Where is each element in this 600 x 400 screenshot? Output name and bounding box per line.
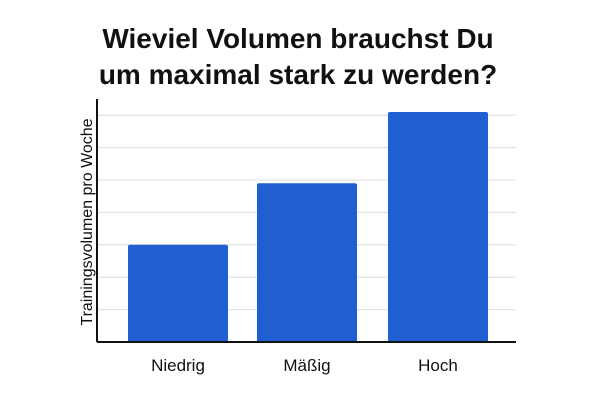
x-tick-label-1: Niedrig — [151, 356, 205, 375]
bar-niedrig — [128, 244, 228, 342]
chart-title-line-1: Wieviel Volumen brauchst Du — [102, 23, 493, 54]
chart-title-line-2: um maximal stark zu werden? — [99, 59, 497, 90]
bar-hoch — [388, 111, 488, 343]
x-tick-label-2: Mäßig — [283, 356, 330, 375]
y-axis-label: Trainingsvolumen pro Woche — [79, 118, 96, 325]
bar-mäßig — [257, 183, 357, 342]
x-tick-labels: Niedrig Mäßig Hoch — [151, 356, 458, 375]
x-tick-label-3: Hoch — [418, 356, 458, 375]
bars — [128, 111, 488, 343]
